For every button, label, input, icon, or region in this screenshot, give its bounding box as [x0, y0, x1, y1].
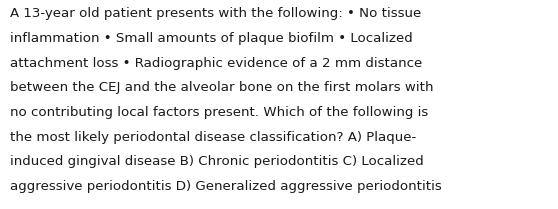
Text: induced gingival disease B) Chronic periodontitis C) Localized: induced gingival disease B) Chronic peri…: [10, 155, 424, 168]
Text: between the CEJ and the alveolar bone on the first molars with: between the CEJ and the alveolar bone on…: [10, 81, 434, 94]
Text: inflammation • Small amounts of plaque biofilm • Localized: inflammation • Small amounts of plaque b…: [10, 32, 413, 45]
Text: aggressive periodontitis D) Generalized aggressive periodontitis: aggressive periodontitis D) Generalized …: [10, 180, 442, 193]
Text: no contributing local factors present. Which of the following is: no contributing local factors present. W…: [10, 106, 429, 119]
Text: attachment loss • Radiographic evidence of a 2 mm distance: attachment loss • Radiographic evidence …: [10, 57, 422, 70]
Text: A 13-year old patient presents with the following: • No tissue: A 13-year old patient presents with the …: [10, 7, 421, 20]
Text: the most likely periodontal disease classification? A) Plaque-: the most likely periodontal disease clas…: [10, 131, 416, 144]
